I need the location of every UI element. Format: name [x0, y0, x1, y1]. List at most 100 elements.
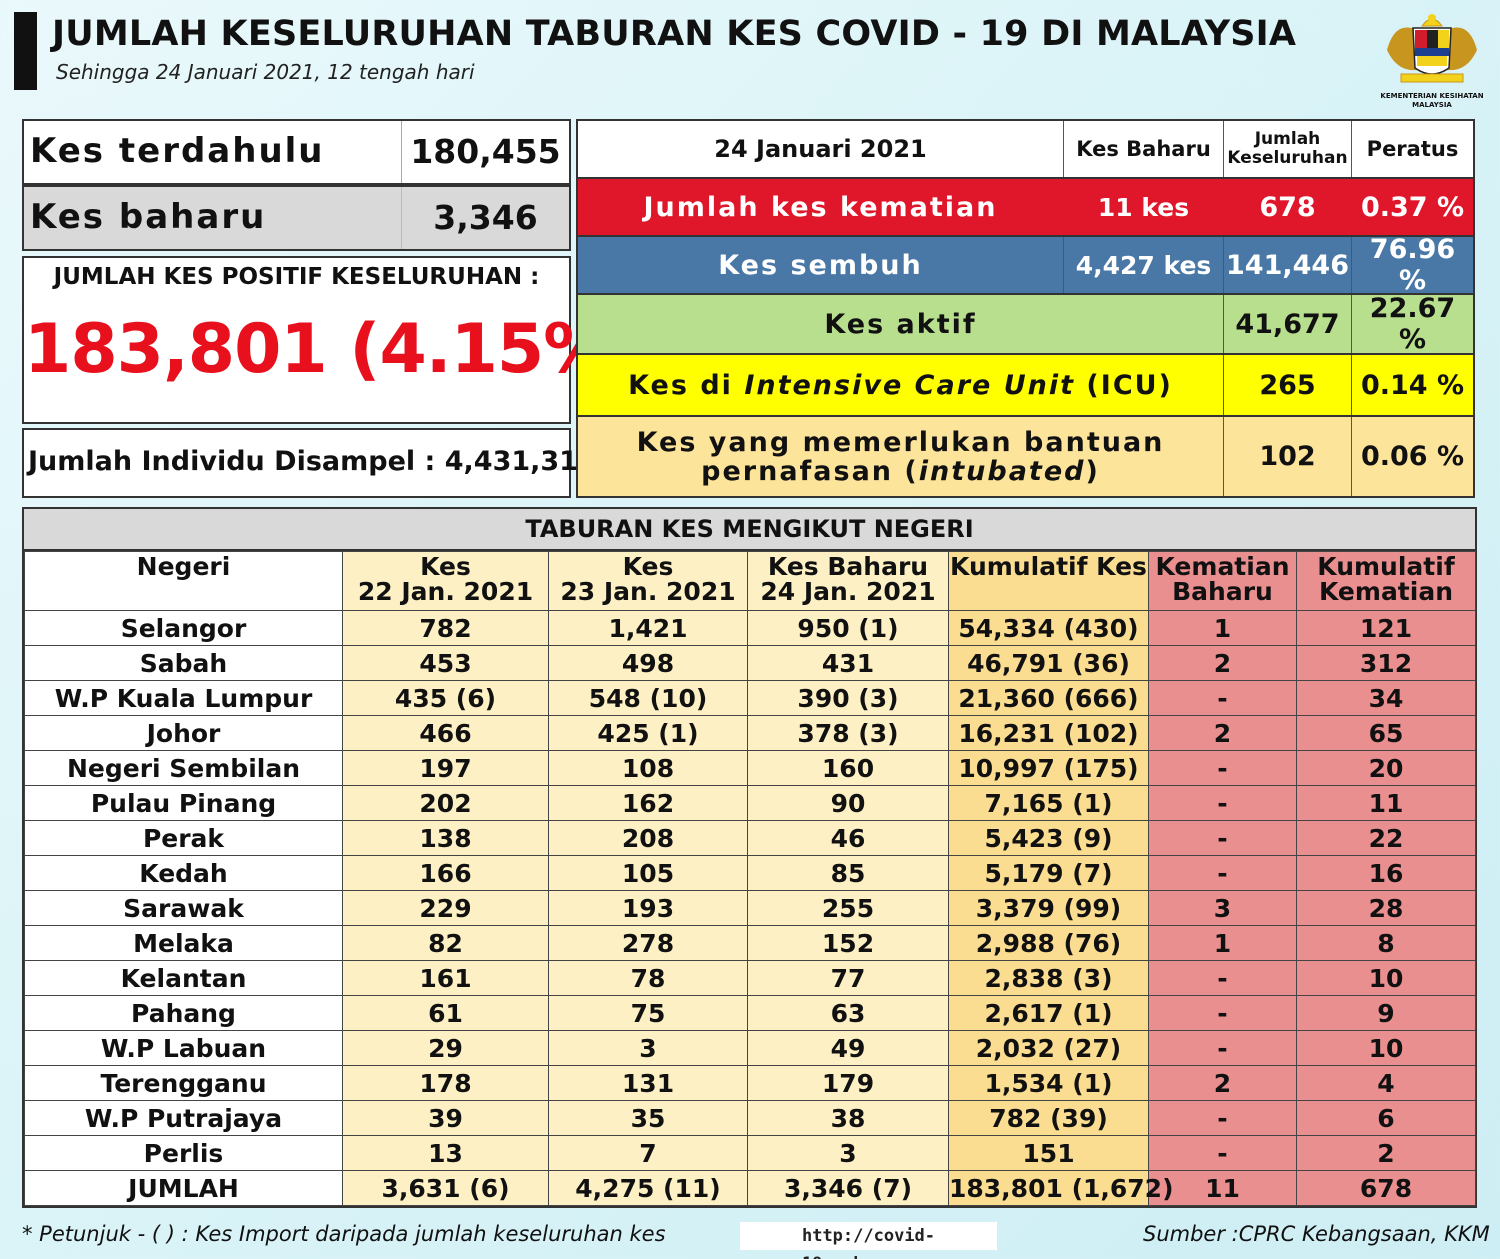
total-row: JUMLAH 3,631 (6) 4,275 (11) 3,346 (7) 183,80…	[24, 1170, 1476, 1206]
table-row: Sabah 453 498 431 46,791 (36) 2 312	[24, 645, 1476, 681]
col-header-line: Kes	[622, 552, 674, 581]
state-name-cell: Pahang	[24, 995, 343, 1031]
cases-jan22-cell: 3,631 (6)	[342, 1170, 549, 1206]
icu-label-italic: Intensive Care Unit	[744, 369, 1076, 401]
cumulative-deaths-cell: 2	[1296, 1135, 1476, 1171]
cumulative-deaths-cell: 678	[1296, 1170, 1476, 1206]
cumulative-deaths-cell: 20	[1296, 750, 1476, 786]
col-percent: Peratus	[1351, 121, 1473, 177]
cases-jan23-cell: 498	[548, 645, 748, 681]
cumulative-cases-cell: 16,231 (102)	[948, 715, 1149, 751]
sampled-box: Jumlah Individu Disampel : 4,431,316	[22, 428, 597, 498]
col-header-line: Kematian	[1155, 552, 1290, 581]
new-deaths-cell: -	[1148, 1030, 1297, 1066]
state-table: Negeri Kes 22 Jan. 2021 Kes 23 Jan. 2021 K…	[24, 551, 1476, 1206]
table-row: Terengganu 178 131 179 1,534 (1) 2 4	[24, 1065, 1476, 1101]
cases-jan22-cell: 466	[342, 715, 549, 751]
state-name-cell: Negeri Sembilan	[24, 750, 343, 786]
col-header-line: Kumulatif Kes	[950, 552, 1147, 581]
new-cases-jan24-cell: 3,346 (7)	[747, 1170, 949, 1206]
cumulative-cases-cell: 1,534 (1)	[948, 1065, 1149, 1101]
new-deaths-cell: 2	[1148, 645, 1297, 681]
recovered-total: 141,446	[1223, 237, 1351, 293]
cumulative-cases-cell: 54,334 (430)	[948, 610, 1149, 646]
cumulative-cases-cell: 183,801 (1,672)	[948, 1170, 1174, 1206]
state-distribution-table: TABURAN KES MENGIKUT NEGERI Negeri Kes 22…	[22, 507, 1477, 1208]
active-percent: 22.67 %	[1351, 293, 1473, 355]
cases-jan23-cell: 131	[548, 1065, 748, 1101]
deaths-row: Jumlah kes kematian 11 kes 678 0.37 %	[578, 179, 1473, 237]
cases-jan23-cell: 208	[548, 820, 748, 856]
col-header-line: Negeri	[136, 552, 231, 581]
cumulative-cases-cell: 2,988 (76)	[948, 925, 1149, 961]
state-table-body: Selangor 782 1,421 950 (1) 54,334 (430) 1 121 S…	[24, 610, 1476, 1206]
state-name-cell: Kelantan	[24, 960, 343, 996]
recovered-percent: 76.96 %	[1351, 234, 1473, 296]
new-deaths-cell: -	[1148, 785, 1297, 821]
table-row: Pahang 61 75 63 2,617 (1) -9	[24, 995, 1476, 1031]
source-url-link[interactable]: http://covid-19.moh.gov.my	[740, 1222, 997, 1259]
new-deaths-cell: 1	[1148, 610, 1297, 646]
cumulative-deaths-cell: 16	[1296, 855, 1476, 891]
icu-label-post: (ICU)	[1075, 369, 1173, 401]
cumulative-cases-cell: 5,179 (7)	[948, 855, 1149, 891]
cumulative-cases-cell: 46,791 (36)	[948, 645, 1149, 681]
new-cases-jan24-cell: 63	[747, 995, 949, 1031]
recovered-new: 4,427 kes	[1063, 237, 1223, 293]
cumulative-cases-cell: 2,838 (3)	[948, 960, 1149, 996]
cases-jan23-cell: 193	[548, 890, 748, 926]
cumulative-deaths-cell: 121	[1296, 610, 1476, 646]
intubated-label-pre: pernafasan (	[701, 455, 919, 487]
icu-label: Kes di Intensive Care Unit (ICU)	[578, 355, 1223, 415]
source-credit: Sumber :CPRC Kebangsaan, KKM	[1143, 1222, 1490, 1246]
active-row: Kes aktif 41,677 22.67 %	[578, 293, 1473, 355]
cases-jan23-cell: 162	[548, 785, 748, 821]
col-new-cases: Kes Baharu	[1063, 121, 1223, 177]
ministry-logo: KEMENTERIAN KESIHATAN MALAYSIA	[1372, 10, 1492, 110]
cases-jan23-cell: 548 (10)	[548, 680, 748, 716]
cumulative-deaths-cell: 10	[1296, 960, 1476, 996]
cases-jan23-cell: 35	[548, 1100, 748, 1136]
cases-jan23-cell: 105	[548, 855, 748, 891]
new-cases-value: 3,346	[401, 187, 569, 249]
col-header-line: Kematian	[1319, 577, 1453, 606]
col-header-line: 22 Jan. 2021	[357, 577, 534, 606]
col-header-jan23: Kes 23 Jan. 2021	[548, 551, 748, 611]
cases-jan22-cell: 166	[342, 855, 549, 891]
cases-jan23-cell: 108	[548, 750, 748, 786]
table-row: Pulau Pinang 202 162 90 7,165 (1) -11	[24, 785, 1476, 821]
new-cases-row: Kes baharu 3,346	[22, 185, 571, 251]
page-title: JUMLAH KESELURUHAN TABURAN KES COVID - 1…	[52, 14, 1297, 54]
intubated-label-post: )	[1085, 455, 1100, 487]
new-cases-jan24-cell: 77	[747, 960, 949, 996]
cases-jan22-cell: 229	[342, 890, 549, 926]
state-name-cell: Kedah	[24, 855, 343, 891]
new-cases-jan24-cell: 378 (3)	[747, 715, 949, 751]
icu-percent: 0.14 %	[1351, 355, 1473, 415]
cases-jan23-cell: 1,421	[548, 610, 748, 646]
state-name-cell: Sabah	[24, 645, 343, 681]
icu-label-pre: Kes di	[628, 369, 745, 401]
table-row: Perak 138 208 46 5,423 (9) -22	[24, 820, 1476, 856]
new-deaths-cell: -	[1148, 1135, 1297, 1171]
footnote: * Petunjuk - ( ) : Kes Import daripada j…	[22, 1222, 666, 1246]
recovered-row: Kes sembuh 4,427 kes 141,446 76.96 %	[578, 234, 1473, 296]
cumulative-deaths-cell: 65	[1296, 715, 1476, 751]
cases-jan22-cell: 202	[342, 785, 549, 821]
table-row: Johor 466 425 (1) 378 (3) 16,231 (102) 2 65	[24, 715, 1476, 751]
table-row: W.P Putrajaya 39 35 38 782 (39) -6	[24, 1100, 1476, 1136]
table-row: Selangor 782 1,421 950 (1) 54,334 (430) 1 121	[24, 610, 1476, 646]
page-subtitle: Sehingga 24 Januari 2021, 12 tengah hari	[56, 60, 475, 84]
cumulative-deaths-cell: 28	[1296, 890, 1476, 926]
new-cases-jan24-cell: 152	[747, 925, 949, 961]
cases-jan22-cell: 13	[342, 1135, 549, 1171]
new-cases-jan24-cell: 90	[747, 785, 949, 821]
icu-total: 265	[1223, 355, 1351, 415]
new-cases-label: Kes baharu	[30, 197, 267, 237]
cases-jan22-cell: 29	[342, 1030, 549, 1066]
intubated-label-italic: intubated	[918, 455, 1086, 487]
total-positive-label: JUMLAH KES POSITIF KESELURUHAN :	[53, 264, 540, 290]
col-header-line: Kes Baharu	[767, 552, 929, 581]
col-header-line: Kumulatif	[1317, 552, 1455, 581]
new-cases-jan24-cell: 431	[747, 645, 949, 681]
